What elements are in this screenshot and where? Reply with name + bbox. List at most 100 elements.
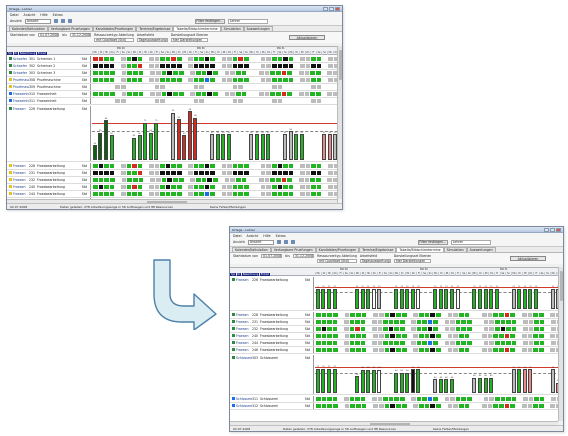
bar-value-label: 72	[333, 286, 336, 289]
tab-candidates[interactable]: Kandidaten/Pruefungen	[315, 247, 360, 252]
start-date-field[interactable]: 01.07.2008	[38, 33, 60, 37]
user-field[interactable]: Lehrer	[227, 18, 268, 24]
tab-simulation[interactable]: Simulation	[220, 26, 244, 31]
menu-view[interactable]: Ansicht	[23, 12, 36, 17]
refresh-icon[interactable]	[53, 19, 58, 23]
horizontal-scrollbar[interactable]	[7, 199, 337, 204]
capacity-cell	[443, 397, 450, 401]
end-date-field[interactable]: 31.12.2008	[69, 33, 92, 37]
apply-button[interactable]: Aktualisieren	[510, 256, 546, 261]
capacity-cell	[237, 99, 244, 103]
menu-file[interactable]: Datei	[10, 12, 19, 17]
tab-results[interactable]: Termine/Ergebnisse	[136, 26, 174, 31]
scroll-thumb[interactable]	[370, 422, 410, 426]
capacity-cell	[516, 327, 522, 331]
menu-view[interactable]: Ansicht	[246, 233, 259, 238]
view-combo[interactable]: Ansicht	[24, 18, 51, 24]
end-date-field[interactable]: 31.12.2008	[292, 254, 315, 258]
capacity-cell	[421, 397, 427, 401]
capacity-cell	[293, 57, 299, 61]
tab-results[interactable]: Termine/Ergebnisse	[359, 247, 397, 252]
maximize-button[interactable]	[550, 227, 555, 232]
capacity-cell	[543, 404, 550, 408]
view-combo[interactable]: Ansicht	[247, 239, 274, 245]
tab-candidates[interactable]: Kandidaten/Pruefungen	[92, 26, 137, 31]
menu-bar: Datei Ansicht Hilfe Extras	[230, 233, 563, 238]
tab-simulation[interactable]: Simulation	[443, 247, 467, 252]
status-date: 02.07.2008	[233, 426, 251, 431]
staff-select[interactable]: Tagesauswertung	[359, 259, 391, 263]
capacity-cell	[326, 334, 333, 338]
filter-button[interactable]: Filter festlegen...	[194, 18, 225, 24]
minimize-button[interactable]	[323, 6, 328, 11]
tab-calendar[interactable]: Kalender/Kalkulation	[9, 26, 48, 31]
print-icon[interactable]	[67, 19, 72, 23]
minimize-button[interactable]	[544, 227, 549, 232]
horizontal-scrollbar[interactable]	[230, 421, 558, 426]
resource-number: 226	[252, 277, 259, 282]
start-date-field[interactable]: 01.07.2008	[261, 254, 283, 258]
bar-value-label: 72	[322, 286, 325, 289]
day-cell: Do	[304, 51, 310, 55]
capacity-cell	[321, 185, 327, 189]
save-icon[interactable]	[60, 19, 65, 23]
capacity-cell	[297, 71, 304, 75]
day-cell: Di	[254, 51, 260, 55]
resource-select[interactable]: mit Qualitaet (Std)	[94, 38, 134, 42]
capacity-cell	[147, 64, 154, 68]
capacity-cell	[114, 71, 121, 75]
menu-extras[interactable]: Extras	[275, 233, 286, 238]
print-icon[interactable]	[290, 240, 295, 244]
bar-value-label: 72	[355, 286, 359, 289]
capacity-cell	[510, 341, 517, 345]
resource-unit: Std	[81, 63, 87, 68]
display-select[interactable]: hier Darstellungen	[170, 38, 209, 42]
capacity-cell	[114, 192, 120, 196]
capacity-cell	[159, 192, 165, 196]
capacity-bar	[215, 134, 220, 160]
close-button[interactable]	[335, 6, 340, 11]
resource-unit: Std	[81, 84, 87, 89]
scroll-thumb[interactable]	[147, 200, 187, 204]
maximize-button[interactable]	[329, 6, 334, 11]
menu-extras[interactable]: Extras	[52, 12, 63, 17]
staff-select[interactable]: Tagesauswertung	[136, 38, 168, 42]
display-select[interactable]: hier Darstellungen	[393, 259, 432, 263]
tab-available-exams[interactable]: Verfuegbare Pruefungen	[270, 247, 316, 252]
user-field[interactable]: Lehrer	[450, 239, 491, 245]
refresh-icon[interactable]	[276, 240, 281, 244]
capacity-cell	[404, 327, 411, 331]
tab-available-exams[interactable]: Verfuegbare Pruefungen	[47, 26, 93, 31]
capacity-cell	[471, 320, 478, 324]
vertical-scrollbar[interactable]	[558, 267, 563, 421]
capacity-cell	[254, 99, 260, 103]
bar-value-label: 72	[378, 286, 381, 289]
capacity-cell	[332, 404, 338, 408]
column-header: Typ	[7, 52, 14, 55]
capacity-cell	[170, 57, 176, 61]
close-button[interactable]	[556, 227, 561, 232]
vertical-scrollbar[interactable]	[337, 46, 342, 199]
capacity-cell	[337, 348, 344, 352]
save-icon[interactable]	[283, 240, 288, 244]
capacity-bar	[354, 288, 359, 309]
bar-slot: 85	[193, 110, 199, 160]
tab-calendar[interactable]: Kalender/Kalkulation	[232, 247, 271, 252]
bar-slot: 50	[137, 110, 143, 160]
scroll-thumb[interactable]	[559, 271, 563, 301]
filter-button[interactable]: Filter festlegen...	[417, 239, 448, 245]
tab-table[interactable]: Tabelle/Bildschirmtermine	[173, 26, 221, 31]
resource-select[interactable]: mit Qualitaet (Std)	[317, 259, 357, 263]
scroll-thumb[interactable]	[338, 50, 342, 80]
tab-reports[interactable]: Auswertungen	[243, 26, 273, 31]
menu-help[interactable]: Hilfe	[40, 12, 48, 17]
average-line	[315, 292, 561, 293]
capacity-cell	[533, 327, 539, 331]
apply-button[interactable]: Aktualisieren	[289, 35, 325, 40]
tab-reports[interactable]: Auswertungen	[466, 247, 496, 252]
menu-file[interactable]: Datei	[233, 233, 242, 238]
menu-help[interactable]: Hilfe	[263, 233, 271, 238]
bar-value-label: 60	[394, 370, 398, 373]
tab-table[interactable]: Tabelle/Bildschirmtermine	[396, 247, 444, 252]
capacity-cell	[543, 313, 550, 317]
